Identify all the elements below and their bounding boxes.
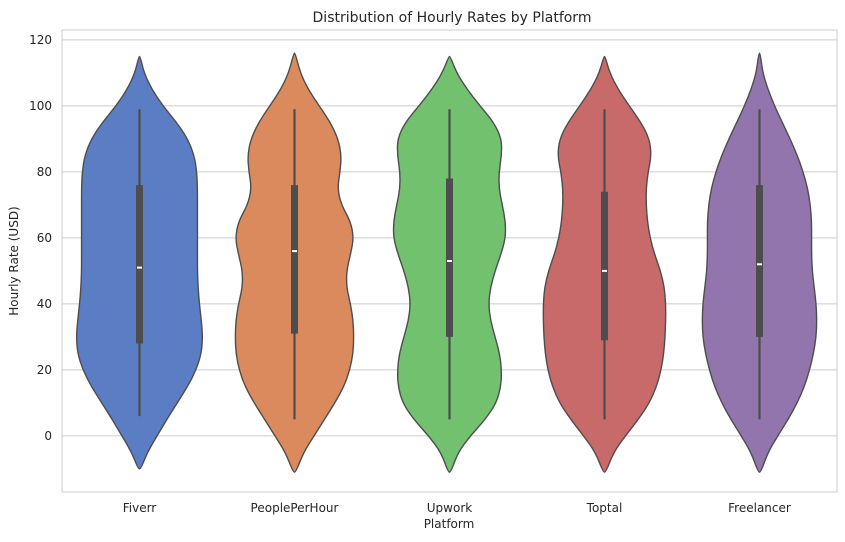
plot-frame — [61, 29, 838, 493]
chart-title: Distribution of Hourly Rates by Platform — [313, 10, 592, 26]
y-tick-label-20: 20 — [37, 363, 52, 377]
y-tick-label-60: 60 — [37, 231, 52, 245]
y-tick-label-100: 100 — [29, 99, 52, 113]
violins — [75, 52, 818, 473]
x-tick-label-fiverr: Fiverr — [123, 501, 157, 515]
x-axis-ticks: Fiverr PeoplePerHour Upwork Toptal Freelance… — [123, 501, 791, 515]
x-tick-label-upwork: Upwork — [427, 501, 472, 515]
x-tick-label-freelancer: Freelancer — [728, 501, 791, 515]
y-axis-label: Hourly Rate (USD) — [7, 206, 21, 316]
y-tick-label-80: 80 — [37, 165, 52, 179]
y-tick-label-120: 120 — [29, 33, 52, 47]
y-axis-ticks: 0 20 40 60 80 100 120 — [29, 33, 52, 443]
x-tick-label-toptal: Toptal — [586, 501, 623, 515]
y-tick-label-0: 0 — [44, 429, 52, 443]
x-tick-label-peopleperhour: PeoplePerHour — [251, 501, 339, 515]
x-axis-label: Platform — [424, 517, 475, 531]
y-tick-label-40: 40 — [37, 297, 52, 311]
